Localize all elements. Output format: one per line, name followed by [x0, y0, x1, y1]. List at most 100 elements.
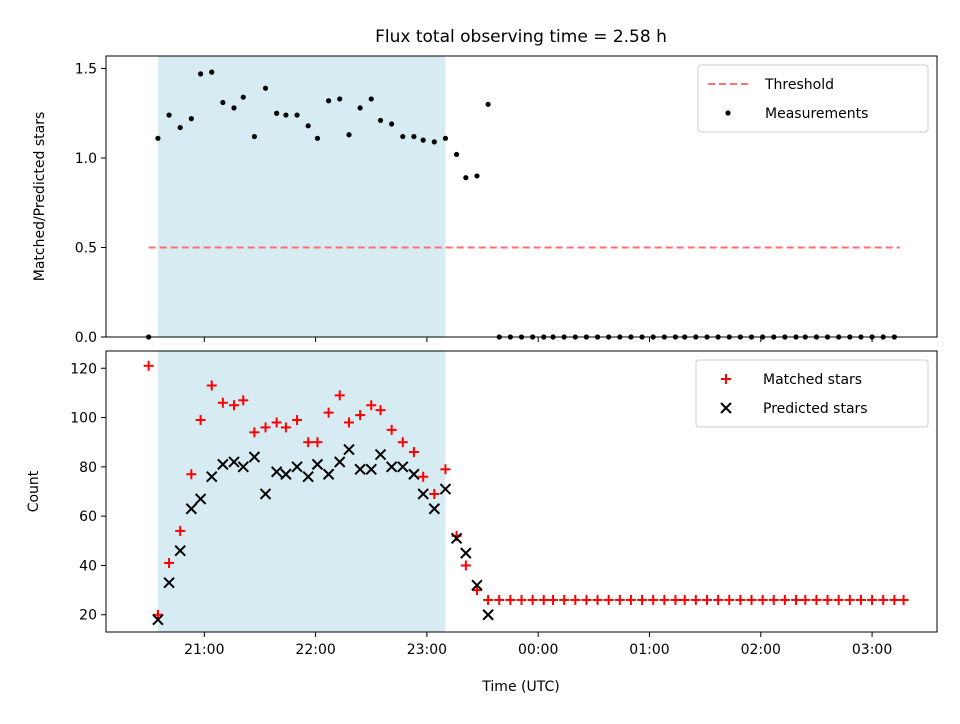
y-tick-label: 1.5 [75, 62, 97, 78]
measurement-point [240, 94, 246, 100]
matched-point [768, 594, 779, 605]
y-tick-label: 60 [79, 509, 97, 525]
legend-symbol-predicted [720, 402, 732, 414]
predicted-point [259, 488, 272, 500]
matched-point [418, 471, 429, 482]
matched-point [343, 417, 354, 428]
matched-point [186, 469, 197, 480]
predicted-point [343, 443, 355, 456]
predicted-point [163, 576, 175, 589]
observing-window-shade-bottom [157, 351, 446, 632]
predicted-point [428, 503, 441, 515]
x-tick-label: 01:00 [629, 642, 669, 658]
matched-point [375, 405, 386, 416]
matched-point [538, 594, 549, 605]
matched-point [746, 594, 757, 605]
x-tick-label: 23:00 [407, 642, 447, 658]
matched-point [217, 397, 228, 408]
matched-point [889, 594, 900, 605]
y-axis-label-ratio: Matched/Predicted stars [32, 112, 48, 282]
matched-point [195, 415, 206, 426]
measurement-point [283, 112, 289, 118]
predicted-point [291, 461, 303, 473]
matched-point [271, 417, 282, 428]
matched-point [303, 437, 314, 448]
matched-point [366, 400, 377, 411]
chart-title: Flux total observing time = 2.58 h [375, 27, 667, 47]
x-tick-label: 03:00 [852, 642, 892, 658]
x-tick-label: 22:00 [295, 642, 335, 658]
y-tick-label: 1.0 [75, 151, 97, 167]
matched-point [637, 594, 648, 605]
predicted-point [152, 613, 164, 626]
matched-point [260, 422, 271, 433]
y-tick-label: 20 [79, 608, 97, 624]
predicted-point [334, 456, 346, 468]
predicted-point [354, 463, 366, 476]
measurement-point [346, 132, 352, 138]
matched-point [483, 594, 494, 605]
legend-top: Threshold Measurements [697, 64, 929, 133]
matched-point [228, 400, 239, 411]
matched-point [779, 594, 790, 605]
measurement-point [209, 69, 215, 75]
matched-point [659, 594, 670, 605]
matched-point [822, 594, 833, 605]
matched-point [855, 594, 866, 605]
measurement-point [463, 175, 469, 181]
matched-point [690, 594, 701, 605]
matched-point [833, 594, 844, 605]
matched-point [312, 437, 323, 448]
matched-point [334, 390, 345, 401]
legend-label-matched: Matched stars [763, 372, 862, 388]
matched-point [152, 609, 163, 620]
measurement-point [305, 123, 311, 129]
matched-point [559, 594, 570, 605]
measurement-point [231, 105, 237, 111]
matched-point [355, 410, 366, 421]
panel-frame-top [105, 55, 938, 338]
legend-symbol-measurements [725, 110, 731, 116]
matched-point [175, 525, 186, 536]
matched-point [867, 594, 878, 605]
legend-label-predicted: Predicted stars [763, 401, 868, 417]
measurement-point [166, 112, 172, 118]
legend-symbol-matched [721, 374, 731, 384]
predicted-point [460, 547, 472, 559]
predicted-point [237, 461, 249, 473]
predicted-point [248, 451, 261, 463]
measurement-point [274, 110, 280, 116]
y-tick-label: 80 [79, 460, 97, 476]
y-tick-label: 120 [70, 361, 97, 377]
matched-point [570, 594, 581, 605]
y-tick-label: 0.5 [75, 241, 97, 257]
measurement-point [251, 133, 257, 140]
matched-point [408, 447, 419, 458]
matched-point [679, 594, 690, 605]
measurement-point [453, 151, 460, 158]
matched-point [323, 407, 334, 418]
predicted-point [365, 463, 377, 476]
predicted-point [450, 532, 463, 545]
matched-point [791, 594, 802, 605]
legend-box-bottom [695, 359, 929, 428]
predicted-point [311, 458, 324, 471]
matched-point [429, 488, 440, 499]
predicted-point [417, 488, 429, 500]
matched-point [505, 594, 516, 605]
y-tick-label: 40 [79, 558, 97, 574]
predicted-point [322, 468, 335, 480]
matched-point [625, 594, 636, 605]
matched-point [206, 380, 217, 391]
matched-point [757, 594, 768, 605]
matched-point [397, 437, 408, 448]
matched-point [713, 594, 724, 605]
legend-bottom: Matched stars Predicted stars [695, 359, 929, 428]
measurement-point [377, 117, 384, 124]
matched-point [898, 594, 909, 605]
panel-ratio: 0.0 0.5 1.0 1.5 Matched/Predicted stars Thr… [32, 55, 938, 346]
measurement-point [474, 173, 480, 179]
matched-point [581, 594, 592, 605]
